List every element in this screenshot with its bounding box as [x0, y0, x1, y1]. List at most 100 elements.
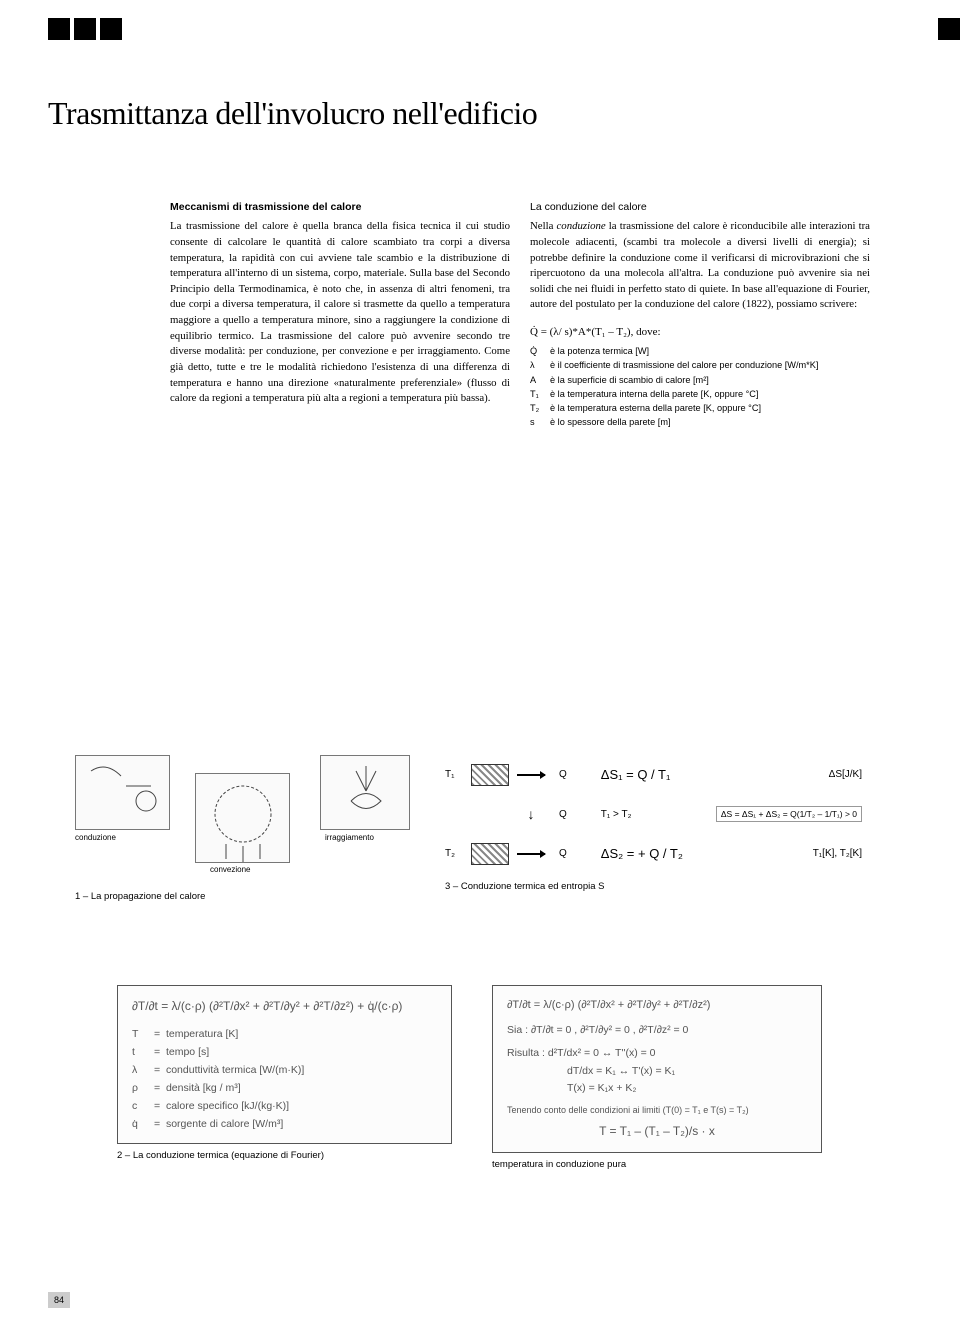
figure-caption: 1 – La propagazione del calore	[75, 891, 205, 902]
fourier-equation-box: ∂T/∂t = λ/(c·ρ) (∂²T/∂x² + ∂²T/∂y² + ∂²T…	[117, 985, 452, 1144]
legend-text: è la temperatura esterna della parete [K…	[550, 401, 761, 415]
legend-row: Q̇è la potenza termica [W]	[530, 344, 870, 358]
figure-caption: 3 – Conduzione termica ed entropia S	[445, 881, 870, 892]
legend-text: è lo spessore della parete [m]	[550, 415, 671, 429]
body-text: Nella conduzione la trasmissione del cal…	[530, 219, 870, 313]
legend-symbol: A	[530, 373, 550, 387]
txt: temperatura [K]	[166, 1028, 238, 1040]
sym: t	[132, 1044, 154, 1062]
legend-row: t= tempo [s]	[132, 1044, 437, 1062]
figure-row-1: conduzione convezione irraggiamento 1 – …	[75, 755, 870, 892]
figure-3: T₁ Q ΔS₁ = Q / T₁ ΔS[J/K] ↓ Q T₁ > T₂ ΔS…	[445, 755, 870, 892]
figure-caption: temperatura in conduzione pura	[492, 1159, 822, 1170]
body-text: La trasmissione del calore è quella bran…	[170, 219, 510, 407]
txt: tempo [s]	[166, 1046, 209, 1058]
emphasis: conduzione	[557, 220, 606, 232]
txt: calore specifico [kJ/(kg·K)]	[166, 1100, 289, 1112]
arrow-icon	[517, 853, 545, 855]
legend-row: ρ= densità [kg / m³]	[132, 1080, 437, 1098]
column-right: La conduzione del calore Nella conduzion…	[530, 200, 870, 430]
legend-symbol: Q̇	[530, 344, 550, 358]
convection-icon	[196, 774, 291, 864]
section-heading: La conduzione del calore	[530, 200, 870, 215]
legend-symbol: T₁	[530, 387, 550, 401]
legend-row: c= calore specifico [kJ/(kg·K)]	[132, 1098, 437, 1116]
equation: Q̇ = (λ/ s)*A*(T₁ – T₂), dove:	[530, 325, 870, 341]
figure-4: ∂T/∂t = λ/(c·ρ) (∂²T/∂x² + ∂²T/∂y² + ∂²T…	[492, 985, 822, 1170]
sym: T	[132, 1026, 154, 1044]
legend-text: è la potenza termica [W]	[550, 344, 649, 358]
text-columns: Meccanismi di trasmissione del calore La…	[170, 200, 870, 430]
text: Nella	[530, 220, 557, 232]
txt: densità [kg / m³]	[166, 1082, 241, 1094]
figure-row-2: ∂T/∂t = λ/(c·ρ) (∂²T/∂x² + ∂²T/∂y² + ∂²T…	[117, 985, 870, 1170]
eq: ∂T/∂t = λ/(c·ρ) (∂²T/∂x² + ∂²T/∂y² + ∂²T…	[507, 996, 807, 1014]
legend-text: è il coefficiente di trasmissione del ca…	[550, 358, 818, 372]
hatched-block	[471, 843, 509, 865]
figure-2: ∂T/∂t = λ/(c·ρ) (∂²T/∂x² + ∂²T/∂y² + ∂²T…	[117, 985, 452, 1170]
sym: ρ	[132, 1080, 154, 1098]
main-equation: ∂T/∂t = λ/(c·ρ) (∂²T/∂x² + ∂²T/∂y² + ∂²T…	[132, 996, 437, 1016]
eq: Risulta : d²T/dx² = 0 ↔ T''(x) = 0	[507, 1045, 807, 1062]
legend-row: q̇= sorgente di calore [W/m³]	[132, 1116, 437, 1134]
legend-row: T= temperatura [K]	[132, 1026, 437, 1044]
legend-row: Aè la superficie di scambio di calore [m…	[530, 373, 870, 387]
label-q: Q	[559, 848, 567, 859]
legend-row: sè lo spessore della parete [m]	[530, 415, 870, 429]
column-left: Meccanismi di trasmissione del calore La…	[170, 200, 510, 430]
legend-row: λ= conduttività termica [W/(m·K)]	[132, 1062, 437, 1080]
sym: λ	[132, 1062, 154, 1080]
equation-legend: Q̇è la potenza termica [W] λè il coeffic…	[530, 344, 870, 430]
sym: q̇	[132, 1116, 154, 1134]
square	[48, 18, 70, 40]
radiation-icon	[321, 756, 411, 831]
eq: Sia : ∂T/∂t = 0 , ∂²T/∂y² = 0 , ∂²T/∂z² …	[507, 1022, 807, 1039]
text: la trasmissione del calore è riconducibi…	[530, 220, 870, 310]
legend-row: T₂è la temperatura esterna della parete …	[530, 401, 870, 415]
eq-ds-total: ΔS = ΔS₁ + ΔS₂ = Q(1/T₂ – 1/T₁) > 0	[716, 806, 862, 822]
legend-row: T₁è la temperatura interna della parete …	[530, 387, 870, 401]
eq: dT/dx = K₁ ↔ T'(x) = K₁	[507, 1063, 807, 1080]
label-t2: T₂	[445, 848, 463, 859]
legend-text: è la superficie di scambio di calore [m²…	[550, 373, 709, 387]
arrow-icon	[517, 774, 545, 776]
square	[74, 18, 96, 40]
txt: conduttività termica [W/(m·K)]	[166, 1064, 304, 1076]
sym: c	[132, 1098, 154, 1116]
label-t1: T₁	[445, 769, 463, 780]
eq: T(x) = K₁x + K₂	[507, 1080, 807, 1097]
eq: Tenendo conto delle condizioni ai limiti…	[507, 1103, 807, 1118]
pure-conduction-box: ∂T/∂t = λ/(c·ρ) (∂²T/∂x² + ∂²T/∂y² + ∂²T…	[492, 985, 822, 1153]
figure-1: conduzione convezione irraggiamento 1 – …	[75, 755, 445, 875]
figure-caption: 2 – La conduzione termica (equazione di …	[117, 1150, 452, 1161]
sketch-radiation	[320, 755, 410, 830]
label-q: Q	[559, 809, 567, 820]
legend-symbol: s	[530, 415, 550, 429]
sketch-conduction	[75, 755, 170, 830]
sketch-convection	[195, 773, 290, 863]
eq-ds1: ΔS₁ = Q / T₁	[601, 767, 671, 782]
conduction-icon	[76, 756, 171, 831]
label-mid: T₁ > T₂	[601, 809, 632, 820]
header-square-right	[938, 18, 960, 40]
fig-label: convezione	[210, 865, 250, 874]
page-number: 84	[48, 1292, 70, 1308]
txt: sorgente di calore [W/m³]	[166, 1118, 283, 1130]
unit: ΔS[J/K]	[829, 769, 862, 780]
header-squares-left	[48, 18, 122, 40]
legend-symbol: λ	[530, 358, 550, 372]
label-q: Q	[559, 769, 567, 780]
fig-label: conduzione	[75, 833, 116, 842]
hatched-block	[471, 764, 509, 786]
eq: T = T₁ – (T₁ – T₂)/s · x	[507, 1122, 807, 1142]
entropy-diagram: T₁ Q ΔS₁ = Q / T₁ ΔS[J/K] ↓ Q T₁ > T₂ ΔS…	[445, 755, 870, 875]
legend-text: è la temperatura interna della parete [K…	[550, 387, 758, 401]
legend-row: λè il coefficiente di trasmissione del c…	[530, 358, 870, 372]
unit: T₁[K], T₂[K]	[813, 848, 862, 859]
page-title: Trasmittanza dell'involucro nell'edifici…	[48, 95, 537, 132]
fig-label: irraggiamento	[325, 833, 374, 842]
section-heading: Meccanismi di trasmissione del calore	[170, 200, 510, 215]
legend-symbol: T₂	[530, 401, 550, 415]
eq-ds2: ΔS₂ = + Q / T₂	[601, 846, 683, 861]
square	[100, 18, 122, 40]
